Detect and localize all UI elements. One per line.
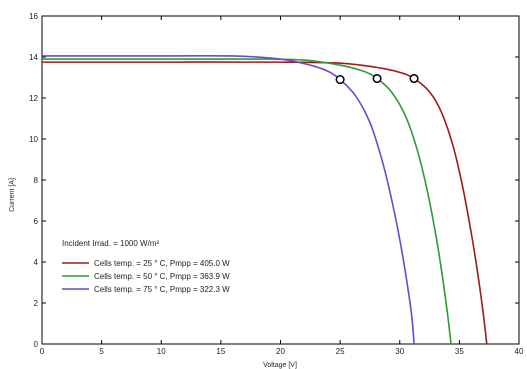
x-tick-label: 0 — [40, 347, 45, 356]
x-tick-label: 40 — [515, 347, 524, 356]
legend-entry-25c: Cells temp. = 25 ° C, Pmpp = 405.0 W — [94, 259, 230, 268]
x-tick-label: 15 — [216, 347, 225, 356]
x-tick-label: 25 — [336, 347, 345, 356]
x-axis-label: Voltage [V] — [263, 362, 297, 369]
y-tick-label: 16 — [29, 12, 38, 21]
y-tick-label: 10 — [29, 135, 38, 144]
x-tick-label: 10 — [157, 347, 166, 356]
mpp-marker-75c — [335, 75, 345, 85]
y-tick-label: 8 — [34, 176, 39, 185]
y-tick-label: 6 — [34, 217, 39, 226]
series-lines — [41, 54, 488, 345]
y-tick-label: 14 — [29, 53, 38, 62]
x-tick-label: 30 — [395, 347, 404, 356]
y-tick-label: 0 — [34, 340, 39, 349]
y-axis-label: Current [A] — [9, 178, 16, 212]
x-tick-label: 5 — [99, 347, 104, 356]
series-line-75c — [41, 54, 415, 345]
legend: Incident Irrad. = 1000 W/m² Cells temp. … — [62, 239, 230, 294]
y-tick-label: 2 — [34, 299, 39, 308]
plot-frame — [41, 15, 520, 345]
legend-entry-75c: Cells temp. = 75 ° C, Pmpp = 322.3 W — [94, 285, 230, 294]
legend-entry-50c: Cells temp. = 50 ° C, Pmpp = 363.9 W — [94, 272, 230, 281]
axis-ticks: 0 5 10 15 20 25 30 35 40 0 2 4 6 8 10 12 14 16 — [29, 12, 524, 356]
mpp-markers — [335, 73, 419, 85]
mpp-marker-25c — [409, 73, 419, 84]
legend-header: Incident Irrad. = 1000 W/m² — [62, 239, 159, 248]
mpp-marker-50c — [372, 73, 382, 84]
x-tick-label: 35 — [455, 347, 464, 356]
series-line-25c — [42, 61, 488, 345]
series-line-50c — [42, 58, 452, 345]
x-tick-label: 20 — [276, 347, 285, 356]
y-tick-label: 4 — [34, 258, 39, 267]
y-tick-label: 12 — [29, 94, 38, 103]
